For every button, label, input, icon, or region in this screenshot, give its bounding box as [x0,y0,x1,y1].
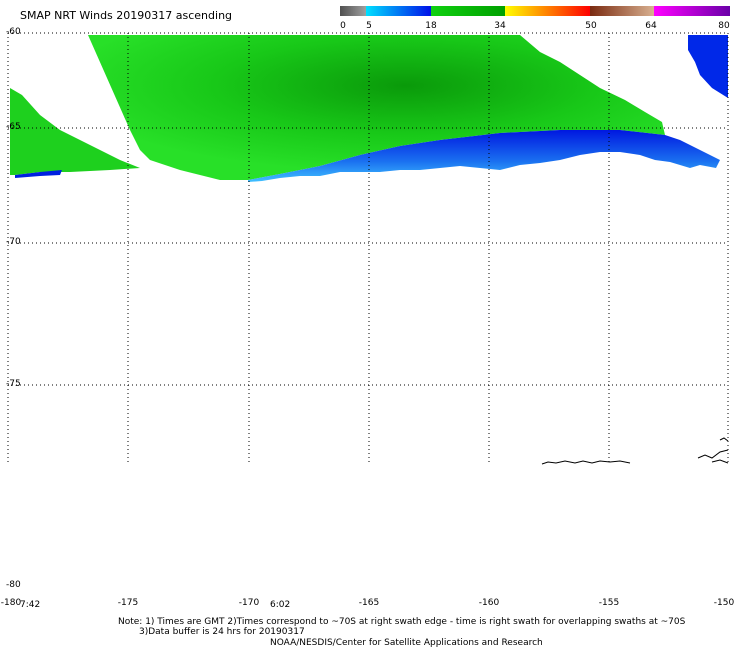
colorbar-segment-64-80 [654,6,730,16]
lon-label-160: -160 [478,598,500,608]
lon-label-165: -165 [358,598,380,608]
colorbar-label-34: 34 [494,21,506,31]
footnote-line-2: 3)Data buffer is 24 hrs for 20190317 [139,627,305,637]
colorbar-segment-34-50 [505,6,590,16]
swath-time-label-2: 6:02 [270,600,291,610]
colorbar-label-18: 18 [425,21,437,31]
lat-label-60: -60 [6,27,21,37]
wind-swath-green-left [10,88,140,175]
lon-label-155: -155 [598,598,620,608]
lon-label-180: -180 [0,598,22,608]
colorbar-segment-0-5 [340,6,366,16]
colorbar-label-0: 0 [340,21,346,31]
colorbar-segment-18-34 [431,6,505,16]
map-title: SMAP NRT Winds 20190317 ascending [20,9,233,22]
colorbar-label-64: 64 [645,21,657,31]
colorbar-segment-50-64 [590,6,654,16]
colorbar-label-50: 50 [585,21,597,31]
credit-line: NOAA/NESDIS/Center for Satellite Applica… [270,638,543,648]
graticule [7,32,729,465]
wind-swath-green [88,35,665,180]
lat-label-80: -80 [6,580,21,590]
lon-label-150: -150 [713,598,735,608]
footnote-line-1: Note: 1) Times are GMT 2)Times correspon… [118,617,686,627]
lat-label-70: -70 [6,237,21,247]
colorbar-label-80: 80 [718,21,730,31]
coastline [541,437,729,465]
colorbar-label-5: 5 [366,21,372,31]
swath-time-label-1: 7:42 [20,600,41,610]
wind-swath-blue-left [15,170,62,178]
lon-label-170: -170 [238,598,260,608]
wind-speed-colorbar [340,6,730,16]
lat-label-65: -65 [6,122,21,132]
wind-swath-blue [248,130,720,182]
lat-label-75: -75 [6,379,21,389]
wind-swath-blue-right [688,35,728,98]
lon-label-175: -175 [117,598,139,608]
colorbar-segment-5-18 [366,6,431,16]
